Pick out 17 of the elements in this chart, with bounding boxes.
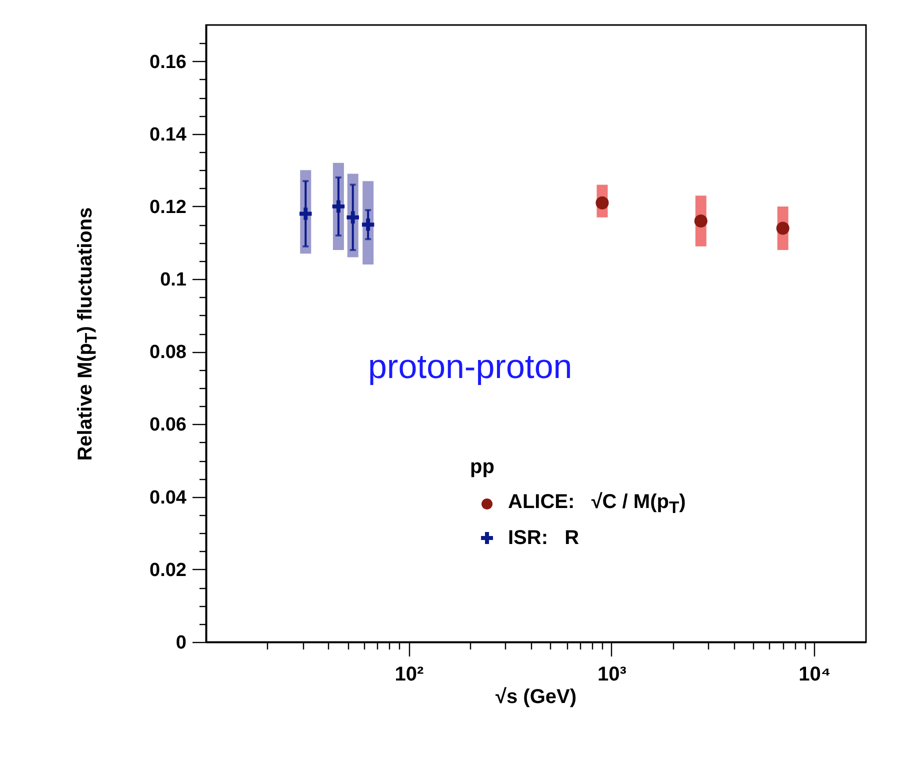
y-tick-label: 0.06 (150, 414, 186, 436)
y-tick-label: 0.08 (150, 342, 186, 364)
y-tick-label: 0 (176, 632, 186, 654)
legend-title: pp (470, 456, 496, 479)
legend-label: ALICE: √C / M(p$_{T}$) (508, 490, 686, 518)
y-tick-label: 0.1 (160, 270, 187, 291)
x-tick-label: 10⁴ (798, 664, 831, 686)
y-tick-label: 0.16 (150, 52, 186, 73)
y-tick-label: 0.04 (150, 487, 187, 508)
legend-label: ISR: R (508, 526, 580, 550)
x-tick-label: 10² (394, 664, 424, 686)
y-tick-label: 0.02 (150, 560, 186, 581)
annotation: proton-proton (368, 348, 572, 387)
x-tick-label: 10³ (598, 664, 627, 686)
y-tick-label: 0.12 (150, 196, 186, 218)
x-axis-title: √s (GeV) (496, 686, 576, 709)
y-tick-label: 0.14 (150, 124, 187, 146)
